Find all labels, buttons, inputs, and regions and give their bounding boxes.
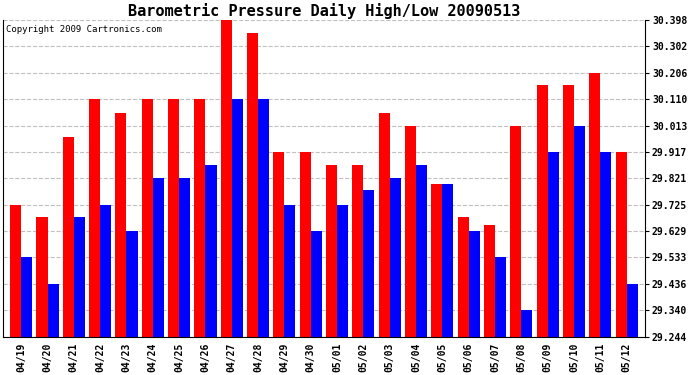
- Bar: [89, 99, 100, 337]
- Bar: [206, 165, 217, 337]
- Bar: [442, 184, 453, 337]
- Bar: [247, 33, 258, 337]
- Bar: [600, 152, 611, 337]
- Bar: [615, 152, 627, 337]
- Bar: [379, 113, 390, 337]
- Bar: [232, 99, 243, 337]
- Bar: [115, 113, 126, 337]
- Bar: [522, 310, 533, 337]
- Bar: [563, 85, 574, 337]
- Bar: [63, 137, 74, 337]
- Bar: [221, 20, 232, 337]
- Bar: [168, 99, 179, 337]
- Bar: [548, 152, 559, 337]
- Bar: [431, 184, 442, 337]
- Bar: [141, 99, 152, 337]
- Bar: [284, 205, 295, 337]
- Bar: [469, 231, 480, 337]
- Bar: [258, 99, 269, 337]
- Bar: [152, 178, 164, 337]
- Bar: [126, 231, 137, 337]
- Bar: [326, 165, 337, 337]
- Bar: [10, 205, 21, 337]
- Text: Copyright 2009 Cartronics.com: Copyright 2009 Cartronics.com: [6, 25, 162, 34]
- Bar: [457, 217, 469, 337]
- Bar: [179, 178, 190, 337]
- Bar: [484, 225, 495, 337]
- Bar: [537, 85, 548, 337]
- Bar: [390, 178, 401, 337]
- Bar: [511, 126, 522, 337]
- Bar: [589, 73, 600, 337]
- Bar: [416, 165, 427, 337]
- Bar: [310, 231, 322, 337]
- Bar: [74, 217, 85, 337]
- Bar: [574, 126, 585, 337]
- Bar: [37, 217, 48, 337]
- Bar: [195, 99, 206, 337]
- Bar: [21, 257, 32, 337]
- Bar: [353, 165, 364, 337]
- Title: Barometric Pressure Daily High/Low 20090513: Barometric Pressure Daily High/Low 20090…: [128, 3, 520, 19]
- Bar: [627, 284, 638, 337]
- Bar: [405, 126, 416, 337]
- Bar: [495, 257, 506, 337]
- Bar: [48, 284, 59, 337]
- Bar: [100, 205, 111, 337]
- Bar: [337, 205, 348, 337]
- Bar: [364, 189, 375, 337]
- Bar: [299, 152, 310, 337]
- Bar: [273, 152, 284, 337]
